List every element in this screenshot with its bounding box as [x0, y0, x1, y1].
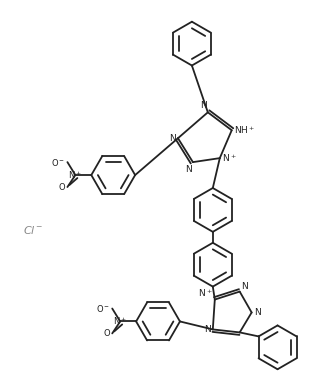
Text: N$^+$: N$^+$ — [68, 169, 82, 181]
Text: N: N — [254, 308, 261, 317]
Text: N: N — [204, 325, 211, 334]
Text: O$^-$: O$^-$ — [96, 303, 110, 314]
Text: N$^+$: N$^+$ — [222, 152, 236, 164]
Text: NH$^+$: NH$^+$ — [234, 125, 255, 136]
Text: N: N — [169, 134, 176, 143]
Text: N: N — [241, 282, 247, 291]
Text: N$^+$: N$^+$ — [198, 287, 213, 299]
Text: N$^+$: N$^+$ — [113, 316, 127, 327]
Text: N: N — [185, 165, 192, 174]
Text: O: O — [59, 183, 65, 191]
Text: O$^-$: O$^-$ — [51, 157, 65, 168]
Text: Cl$^-$: Cl$^-$ — [23, 224, 43, 236]
Text: N: N — [200, 101, 207, 110]
Text: O: O — [104, 329, 110, 338]
